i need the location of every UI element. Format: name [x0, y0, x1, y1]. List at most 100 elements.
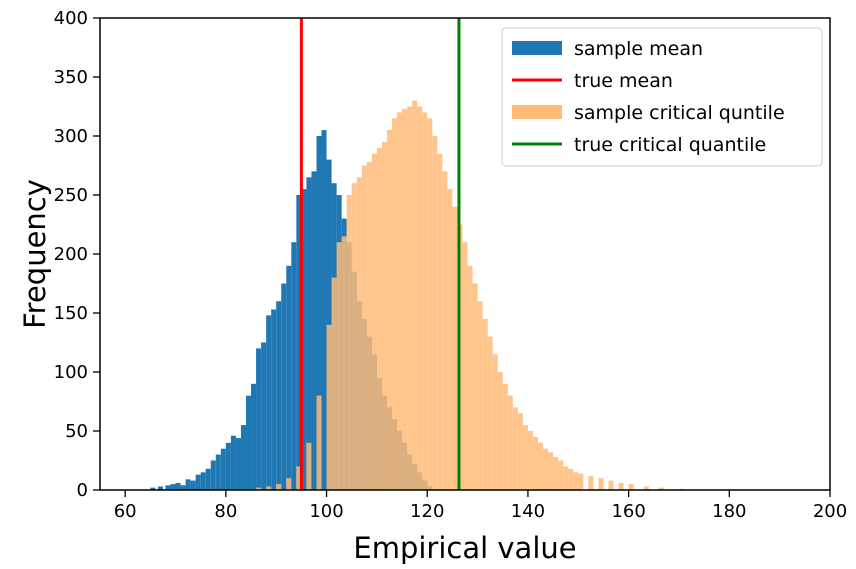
x-tick-label: 60 — [114, 501, 137, 522]
histogram-bar — [235, 438, 241, 490]
histogram-bar — [281, 283, 287, 490]
histogram-bar — [286, 265, 292, 490]
histogram-bar — [452, 206, 458, 491]
histogram-bar — [477, 301, 483, 490]
axis-ticks: 60 80 100 120 140 160 180 200 0 50 100 150 200 250 300… — [54, 8, 848, 522]
histogram-bar — [336, 242, 342, 490]
histogram-bar — [381, 141, 387, 490]
histogram-bar — [538, 442, 544, 490]
x-tick-label: 140 — [511, 501, 545, 522]
x-tick-label: 80 — [214, 501, 237, 522]
legend-swatch — [512, 105, 562, 119]
histogram-bar — [240, 425, 246, 490]
histogram-bar — [170, 484, 176, 490]
histogram-bar — [301, 189, 307, 490]
histogram-bar — [427, 118, 433, 491]
histogram-bar — [276, 484, 282, 490]
y-tick-label: 100 — [54, 362, 88, 383]
histogram-bar — [361, 165, 367, 490]
x-tick-label: 180 — [712, 501, 746, 522]
histogram-bar — [296, 466, 302, 490]
histogram-bar — [157, 486, 163, 490]
histogram-bar — [331, 277, 337, 490]
histogram-bar — [246, 395, 252, 490]
legend-label: true mean — [574, 70, 673, 92]
histogram-bar — [658, 487, 664, 490]
histogram-bar — [200, 472, 206, 490]
histogram-bar — [437, 153, 443, 490]
histogram-bar — [618, 482, 624, 490]
histogram-bar — [482, 318, 488, 490]
x-tick-label: 120 — [410, 501, 444, 522]
x-tick-label: 160 — [611, 501, 645, 522]
histogram-bar — [407, 106, 413, 490]
histogram-bar — [492, 354, 498, 490]
histogram-bar — [497, 372, 503, 490]
histogram-bar — [568, 468, 574, 490]
histogram-bar — [522, 425, 528, 490]
histogram-bar — [432, 136, 438, 490]
histogram-bar — [256, 348, 262, 490]
histogram-bar — [553, 456, 559, 490]
legend-label: true critical quantile — [574, 134, 766, 156]
histogram-bar — [643, 486, 649, 490]
histogram-bar — [548, 452, 554, 490]
histogram-bar — [180, 485, 186, 490]
y-axis-label: Frequency — [18, 179, 52, 329]
histogram-bar — [392, 118, 398, 491]
histogram-bar — [397, 112, 403, 491]
histogram-bar — [276, 301, 282, 490]
histogram-bar — [462, 242, 468, 490]
histogram-bar — [442, 171, 448, 490]
histogram-bar — [150, 487, 156, 490]
legend-label: sample critical quntile — [574, 102, 785, 124]
histogram-bar — [286, 478, 292, 490]
histogram-bar — [608, 480, 614, 490]
histogram-bar — [487, 336, 493, 490]
histogram-bar — [502, 383, 508, 490]
histogram-bar — [507, 395, 513, 490]
histogram-bar — [422, 112, 428, 491]
legend: sample mean true mean sample critical qunt… — [501, 27, 823, 167]
x-tick-label: 100 — [309, 501, 343, 522]
histogram-bar — [371, 153, 377, 490]
histogram-bar — [578, 473, 584, 490]
x-tick-label: 200 — [813, 501, 847, 522]
histogram-bar — [467, 265, 473, 490]
histogram-bar — [417, 106, 423, 490]
histogram-bar — [558, 460, 564, 490]
x-axis-label: Empirical value — [353, 531, 576, 564]
histogram-bar — [256, 487, 262, 490]
histogram-bar — [598, 478, 604, 490]
y-tick-label: 250 — [54, 185, 88, 206]
histogram-bar — [512, 407, 518, 490]
legend-box — [501, 27, 823, 167]
histogram-bar — [543, 448, 549, 490]
y-tick-label: 150 — [54, 303, 88, 324]
histogram-bar — [220, 448, 226, 490]
histogram-bar — [311, 171, 317, 490]
histogram-bar — [175, 482, 181, 490]
legend-label: sample mean — [574, 38, 703, 60]
y-tick-label: 300 — [54, 126, 88, 147]
histogram-bar — [447, 189, 453, 490]
histogram-bar — [402, 108, 408, 491]
y-tick-label: 400 — [54, 8, 88, 29]
histogram-bar — [306, 177, 312, 491]
histogram-bar — [185, 479, 191, 490]
histogram-bar — [386, 130, 392, 490]
histogram-bar — [205, 468, 211, 490]
histogram-bar — [366, 161, 372, 490]
y-tick-label: 50 — [65, 421, 88, 442]
reference-lines — [299, 18, 461, 490]
histogram-bar — [316, 395, 322, 490]
histogram-bar — [346, 195, 352, 490]
histogram-bar — [563, 466, 569, 490]
histogram-bar — [225, 442, 231, 490]
histogram-bar — [190, 480, 196, 490]
legend-swatch — [512, 41, 562, 55]
histogram-bar — [351, 183, 357, 490]
histogram-bar — [356, 177, 362, 491]
